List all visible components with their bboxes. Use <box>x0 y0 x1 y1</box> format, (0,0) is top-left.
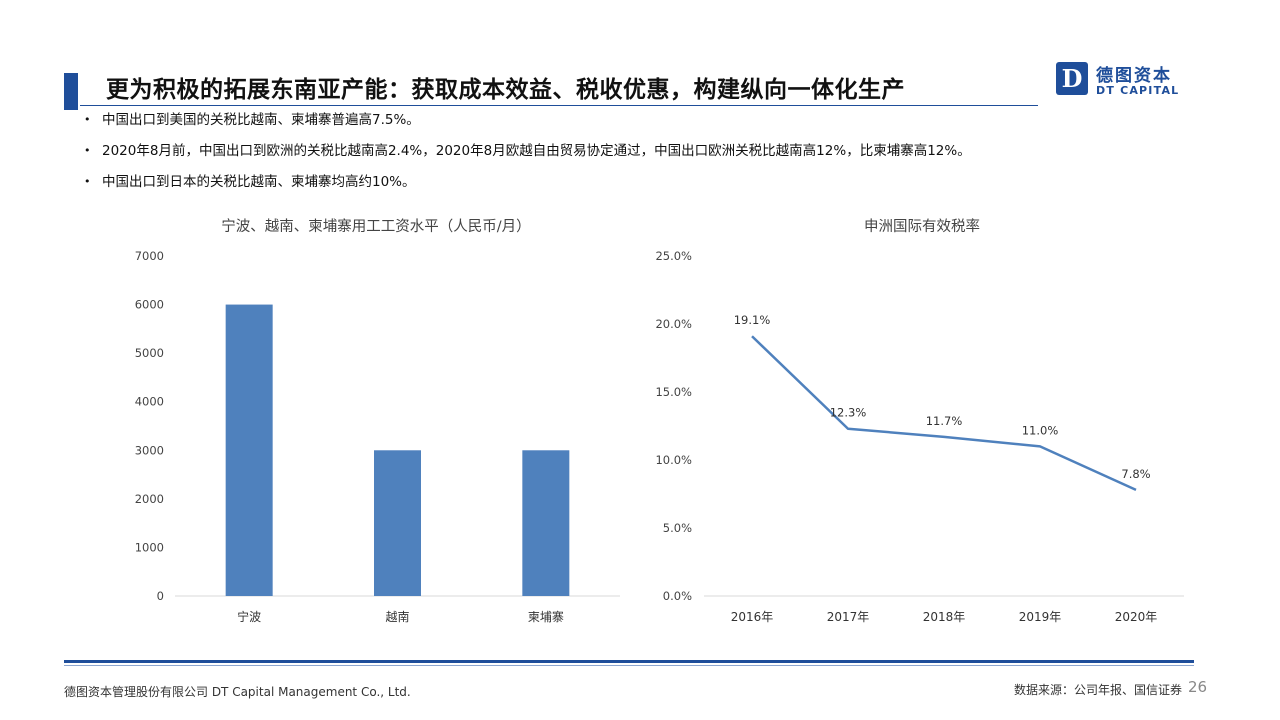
wage-category-label: 越南 <box>385 609 409 624</box>
bullet-item: 中国出口到日本的关税比越南、柬埔寨均高约10%。 <box>84 172 971 203</box>
tax-rate-series-line <box>751 335 1137 492</box>
tax-data-label: 7.8% <box>1121 467 1150 481</box>
tax-category-label: 2018年 <box>923 610 966 624</box>
tax-rate-line-chart: 申洲国际有效税率 0.0% 5.0% 10.0% 15.0% 20.0% 25.0% 19… <box>655 218 1184 624</box>
wage-y-tick-label: 4000 <box>135 395 164 409</box>
tax-y-tick-label: 10.0% <box>655 453 692 467</box>
wage-bar <box>374 450 421 596</box>
page-title: 更为积极的拓展东南亚产能：获取成本效益、税收优惠，构建纵向一体化生产 <box>106 77 905 103</box>
tax-data-label: 11.7% <box>926 414 963 428</box>
company-logo: D 德图资本 DT CAPITAL <box>1056 60 1186 100</box>
wage-y-tick-label: 0 <box>157 589 164 603</box>
tax-y-tick-label: 20.0% <box>655 317 692 331</box>
wage-chart-title: 宁波、越南、柬埔寨用工工资水平（人民币/月） <box>221 217 530 235</box>
wage-y-tick-label: 5000 <box>135 346 164 360</box>
bullet-list: 中国出口到美国的关税比越南、柬埔寨普遍高7.5%。 2020年8月前，中国出口到… <box>84 110 971 203</box>
wage-y-tick-label: 2000 <box>135 492 164 506</box>
wage-y-tick-label: 7000 <box>135 249 164 263</box>
bullet-item: 中国出口到美国的关税比越南、柬埔寨普遍高7.5%。 <box>84 110 971 141</box>
footer-company: 德图资本管理股份有限公司 DT Capital Management Co., … <box>64 685 411 699</box>
wage-y-tick-label: 1000 <box>135 540 164 554</box>
tax-y-tick-label: 5.0% <box>663 521 692 535</box>
logo-mark-icon: D <box>1056 62 1088 95</box>
wage-bar-chart: 宁波、越南、柬埔寨用工工资水平（人民币/月） 0 1000 2000 3000 4000… <box>135 217 620 624</box>
page-number: 26 <box>1188 678 1208 696</box>
bullet-item: 2020年8月前，中国出口到欧洲的关税比越南高2.4%，2020年8月欧越自由贸… <box>84 141 971 172</box>
wage-y-tick-label: 6000 <box>135 298 164 312</box>
tax-data-label: 19.1% <box>734 313 771 327</box>
wage-bar <box>225 304 273 596</box>
tax-category-label: 2017年 <box>827 610 870 624</box>
tax-y-tick-label: 25.0% <box>655 249 692 263</box>
wage-category-label: 宁波 <box>237 609 261 624</box>
title-accent-bar <box>64 73 78 110</box>
tax-chart-title: 申洲国际有效税率 <box>864 218 980 235</box>
tax-category-label: 2019年 <box>1019 610 1062 624</box>
footer-source: 数据来源：公司年报、国信证券 <box>1013 683 1182 697</box>
tax-category-label: 2020年 <box>1115 610 1158 624</box>
tax-data-label: 12.3% <box>830 406 867 420</box>
tax-data-label: 11.0% <box>1022 423 1059 437</box>
logo-mark-letter: D <box>1061 64 1083 93</box>
title-underline <box>80 105 1038 106</box>
wage-bar <box>522 450 570 596</box>
footer-rule-thin <box>64 665 1194 666</box>
tax-category-label: 2016年 <box>731 610 774 624</box>
tax-y-tick-label: 0.0% <box>663 589 692 603</box>
tax-y-tick-label: 15.0% <box>655 385 692 399</box>
wage-y-tick-label: 3000 <box>135 443 164 457</box>
wage-category-label: 柬埔寨 <box>528 609 564 624</box>
logo-name-en: DT CAPITAL <box>1096 84 1180 97</box>
logo-name-cn: 德图资本 <box>1096 66 1172 86</box>
footer-rule <box>64 660 1194 663</box>
